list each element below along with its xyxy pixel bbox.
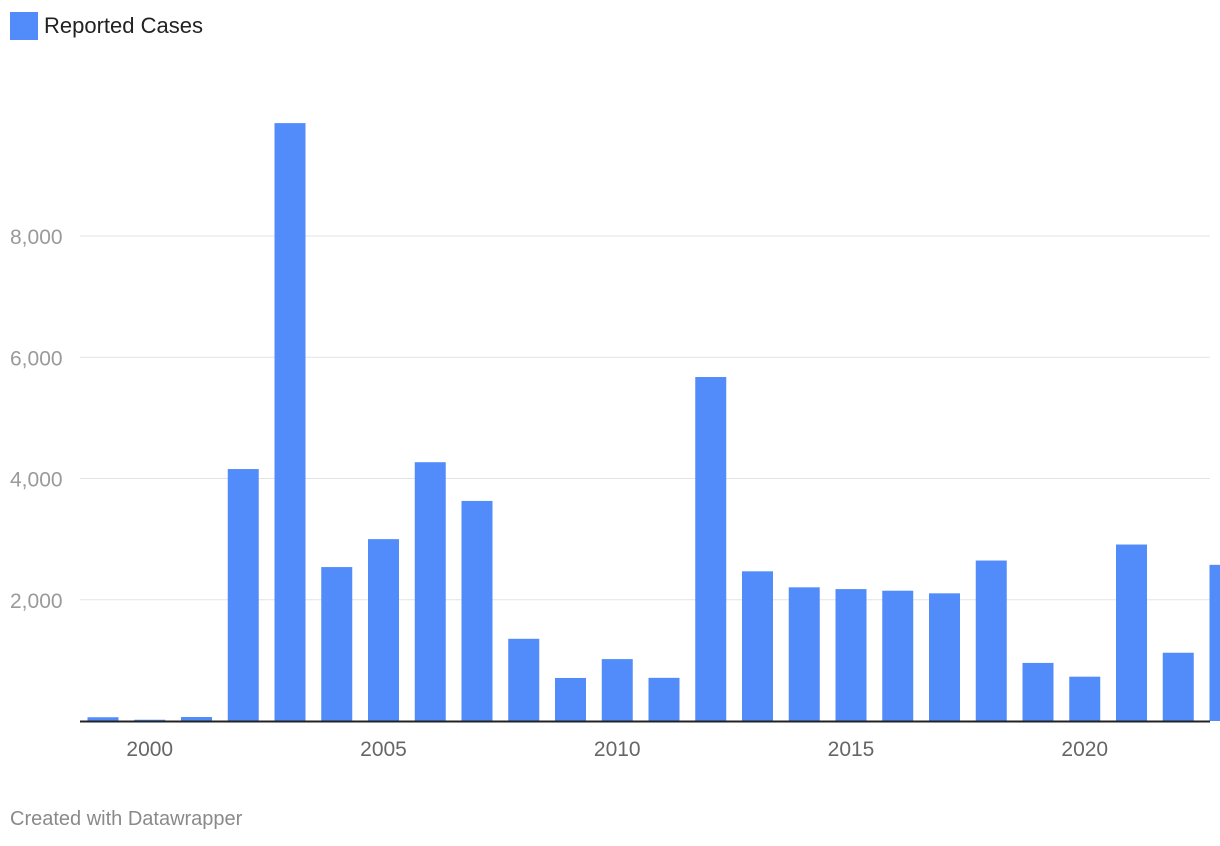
y-tick-label: 8,000 [10, 226, 63, 249]
bar [321, 567, 353, 721]
bar [368, 539, 399, 721]
bar [1162, 652, 1194, 721]
bar [508, 638, 540, 721]
bar [648, 677, 680, 721]
legend-swatch [10, 12, 38, 40]
x-tick-label: 2010 [594, 738, 641, 761]
x-tick-label: 2000 [126, 738, 173, 761]
bar [181, 716, 212, 721]
y-tick-label: 4,000 [10, 469, 63, 492]
bar [1022, 662, 1054, 721]
x-tick-label: 2015 [828, 738, 875, 761]
x-tick-label: 2005 [360, 738, 407, 761]
y-tick-label: 2,000 [10, 590, 63, 613]
bar [555, 677, 586, 721]
bar [601, 659, 633, 721]
bar [742, 571, 773, 721]
bar [414, 462, 446, 721]
bar [227, 469, 259, 721]
legend-label: Reported Cases [44, 13, 203, 38]
bar [929, 593, 960, 721]
y-tick-label: 6,000 [10, 347, 63, 370]
bar [695, 377, 727, 721]
bar [835, 589, 867, 721]
bar [461, 500, 493, 721]
bar [882, 590, 914, 721]
legend: Reported Cases [10, 12, 203, 40]
footer-credit: Created with Datawrapper [10, 808, 243, 830]
bar [274, 123, 306, 721]
bar [134, 719, 166, 721]
x-tick-label: 2020 [1061, 738, 1108, 761]
bar [1069, 676, 1101, 721]
bar [975, 560, 1007, 721]
bar [87, 717, 119, 721]
bar [1116, 544, 1147, 721]
bar [1209, 564, 1220, 721]
bar [788, 587, 820, 721]
